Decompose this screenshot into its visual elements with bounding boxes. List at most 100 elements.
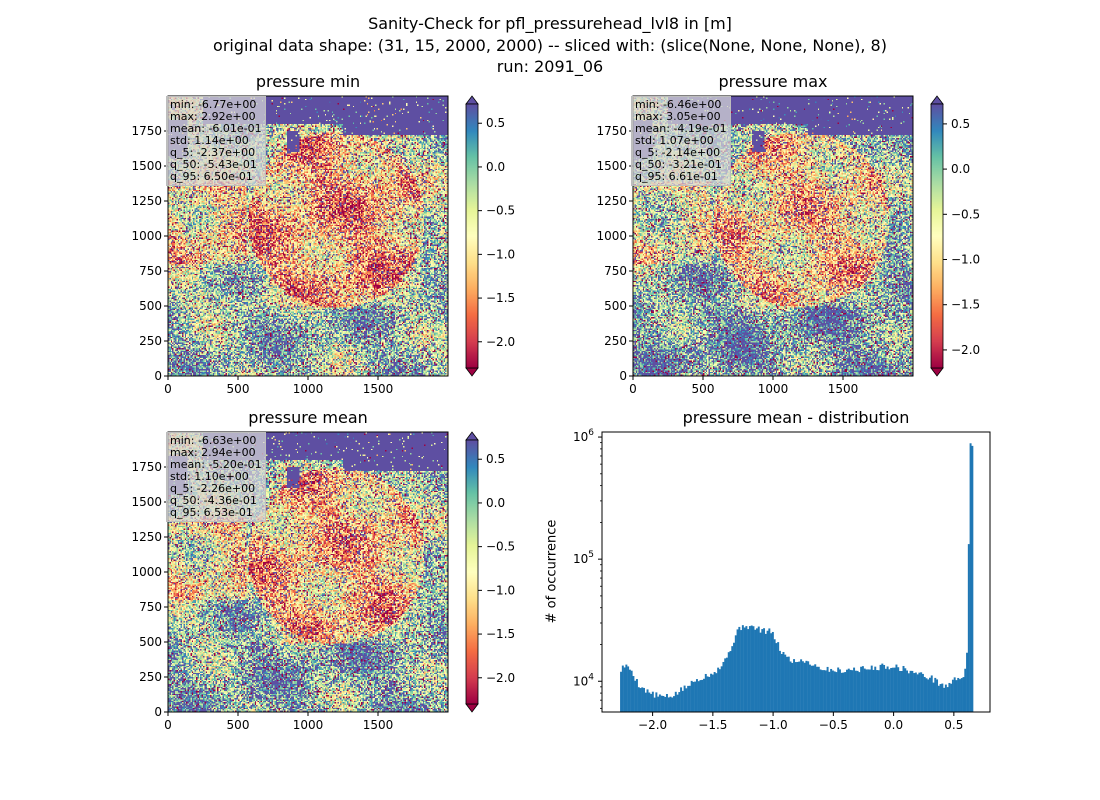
stats-box-pressure-mean: min: -6.63e+00 max: 2.94e+00 mean: -5.20…	[166, 432, 266, 522]
histogram-bar	[907, 673, 910, 712]
stats-box-pressure-min: min: -6.77e+00 max: 2.92e+00 mean: -6.01…	[166, 96, 266, 186]
histogram-bar	[674, 691, 677, 712]
histogram-bar	[766, 630, 769, 712]
stat-q50: q_50: -5.43e-01	[170, 158, 257, 171]
histogram-bar	[902, 665, 905, 712]
colorbar-tick-label: −2.0	[486, 335, 515, 349]
histogram-bar	[701, 679, 704, 712]
y-tick-label: 1750	[131, 124, 162, 138]
y-tick-label: 1250	[596, 194, 627, 208]
histogram-bar	[784, 654, 787, 712]
histogram-bar	[621, 665, 624, 712]
histogram-bar	[643, 687, 645, 712]
histogram-bar	[780, 653, 783, 712]
colorbar-extend-min	[465, 367, 479, 377]
stats-box-pressure-max: min: -6.46e+00 max: 3.05e+00 mean: -4.19…	[631, 96, 731, 186]
y-tick-label: 250	[604, 334, 627, 348]
suptitle-line-3: run: 2091_06	[496, 57, 604, 76]
colorbar-extend-max	[465, 431, 479, 441]
colorbar-gradient	[931, 104, 943, 368]
y-tick-label: 250	[139, 334, 162, 348]
histogram-bar	[964, 668, 967, 712]
histogram-bar	[655, 692, 658, 712]
histogram-bar	[959, 679, 961, 712]
colorbar-tick-label: −2.0	[951, 343, 980, 357]
histogram-bar	[632, 676, 635, 712]
histogram-bar	[703, 678, 706, 712]
histogram-bar	[914, 672, 917, 712]
panel-title-pressure-mean: pressure mean	[248, 408, 368, 427]
histogram-bar	[673, 696, 675, 712]
histogram-bar	[635, 679, 638, 712]
histogram-bar	[941, 683, 944, 712]
histogram-bar	[830, 668, 833, 712]
y-tick-exponent: 6	[588, 428, 594, 438]
histogram-bar	[934, 677, 937, 712]
y-tick-label: 500	[139, 299, 162, 313]
y-tick-label: 0	[619, 369, 627, 383]
x-tick-label: 1000	[293, 718, 324, 732]
histogram-bar	[920, 672, 923, 712]
histogram-bar	[877, 670, 880, 712]
histogram-bar	[687, 685, 690, 712]
y-tick-label: 1250	[131, 530, 162, 544]
histogram-bar	[814, 664, 817, 712]
x-tick-label: 1000	[293, 382, 324, 396]
histogram-bar	[847, 668, 850, 712]
histogram-bar	[851, 670, 854, 712]
histogram-bar	[831, 670, 834, 712]
stat-q50: q_50: -4.36e-01	[170, 494, 257, 507]
panel-title-pressure-max: pressure max	[718, 72, 828, 91]
histogram-bar	[921, 673, 924, 712]
histogram-bar	[764, 633, 767, 712]
histogram-bar	[713, 672, 716, 712]
colorbar-tick-label: 0.5	[486, 116, 505, 130]
x-tick-label: 0	[164, 718, 172, 732]
x-tick-label: 1000	[758, 382, 789, 396]
histogram-bar	[944, 684, 947, 712]
colorbar-tick-label: −1.0	[951, 253, 980, 267]
stat-q95: q_95: 6.53e-01	[170, 506, 253, 519]
histogram-bar	[715, 673, 718, 712]
histogram-bar	[951, 679, 954, 712]
histogram-bar	[756, 628, 758, 712]
stat-q5: q_5: -2.14e+00	[635, 146, 721, 159]
histogram-bar	[960, 678, 963, 712]
histogram-bar	[745, 626, 748, 712]
histogram-bar	[939, 684, 942, 712]
stat-mean: mean: -6.01e-01	[170, 122, 262, 135]
histogram-bar	[909, 670, 912, 712]
histogram-bar	[879, 664, 882, 712]
histogram-bar	[936, 679, 939, 712]
histogram-bar	[754, 629, 757, 712]
histogram-bar	[694, 681, 697, 712]
histogram-bar	[662, 695, 665, 712]
histogram-bar	[628, 669, 631, 712]
x-tick-label: 500	[227, 718, 250, 732]
histogram-bar	[900, 670, 903, 712]
histogram-bar	[816, 666, 818, 712]
colorbar-tick-label: −1.0	[486, 583, 515, 597]
histogram-bar	[897, 667, 900, 712]
histogram-bar	[833, 671, 836, 712]
histogram-bar	[844, 672, 847, 712]
colorbar-tick-label: −0.5	[951, 207, 980, 221]
histogram-bar	[948, 682, 951, 712]
histogram-bar	[898, 670, 901, 712]
histogram-bar	[817, 666, 820, 712]
histogram-bar	[761, 629, 764, 712]
stat-max: max: 3.05e+00	[635, 110, 721, 123]
histogram-bar	[678, 692, 681, 712]
axes-frame	[601, 431, 991, 713]
y-tick-label: 500	[604, 299, 627, 313]
histogram-bar	[706, 676, 709, 712]
stat-q5: q_5: -2.26e+00	[170, 482, 256, 495]
histogram-bar	[775, 643, 778, 712]
histogram-bar	[962, 677, 965, 712]
histogram-bar	[720, 666, 723, 712]
colorbar-tick-label: 0.0	[951, 162, 970, 176]
colorbar-tick-label: −0.5	[486, 204, 515, 218]
histogram-bar	[708, 676, 711, 712]
histogram-bar	[918, 672, 921, 712]
stat-q95: q_95: 6.50e-01	[170, 170, 253, 183]
